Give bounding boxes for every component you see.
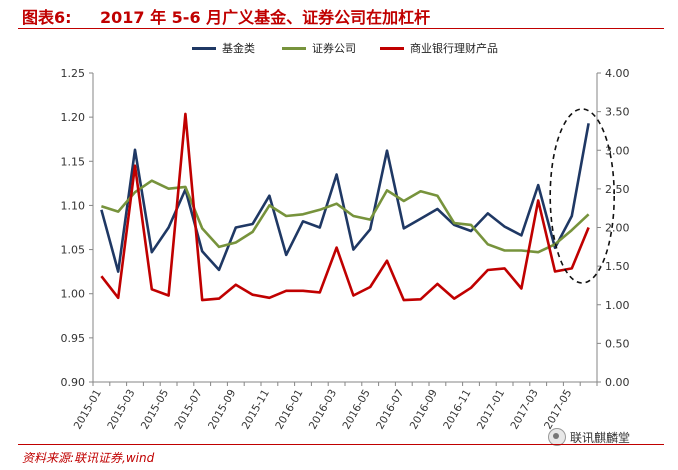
x-tick-label: 2015-03 xyxy=(105,388,137,432)
series-line-securities xyxy=(101,179,590,254)
left-tick-label: 0.95 xyxy=(61,332,86,345)
legend-label-bank: 商业银行理财产品 xyxy=(410,42,498,55)
series-line-bank xyxy=(100,112,590,302)
left-tick-label: 0.90 xyxy=(61,376,86,389)
right-tick-label: 3.00 xyxy=(605,144,630,157)
right-tick-label: 2.00 xyxy=(605,222,630,235)
right-tick-label: 1.00 xyxy=(605,299,630,312)
series-line-fund xyxy=(100,123,590,273)
right-tick-label: 4.00 xyxy=(605,67,630,80)
x-tick-label: 2017-01 xyxy=(475,387,507,431)
watermark-text: 联讯麒麟堂 xyxy=(570,430,631,445)
x-tick-label: 2017-03 xyxy=(508,388,540,432)
legend-item-securities: 证券公司 xyxy=(282,40,356,56)
legend-label-fund: 基金类 xyxy=(222,42,255,55)
legend-swatch-bank xyxy=(380,46,404,50)
title-divider xyxy=(18,28,664,29)
watermark: 联讯麒麟堂 xyxy=(548,428,630,446)
legend-swatch-securities xyxy=(282,46,306,50)
x-tick-label: 2015-11 xyxy=(240,388,272,432)
right-tick-label: 3.50 xyxy=(605,106,630,119)
left-tick-label: 1.05 xyxy=(61,244,86,257)
legend: 基金类 证券公司 商业银行理财产品 xyxy=(0,40,678,56)
x-tick-label: 2015-09 xyxy=(206,388,238,432)
x-tick-label: 2016-01 xyxy=(273,388,305,432)
x-tick-label: 2016-05 xyxy=(340,388,372,432)
highlight-ellipse xyxy=(549,108,616,284)
right-tick-label: 2.50 xyxy=(605,183,630,196)
x-tick-label: 2016-03 xyxy=(307,388,339,432)
x-tick-label: 2016-07 xyxy=(374,388,406,432)
x-tick-label: 2015-01 xyxy=(72,388,104,432)
x-tick-label: 2015-05 xyxy=(139,388,171,432)
left-tick-label: 1.25 xyxy=(61,67,86,80)
x-tick-label: 2017-05 xyxy=(542,388,574,432)
x-tick-label: 2016-11 xyxy=(441,388,473,432)
legend-swatch-fund xyxy=(192,46,216,50)
left-tick-label: 1.10 xyxy=(61,199,86,212)
left-tick-label: 1.15 xyxy=(61,155,86,168)
left-tick-label: 1.20 xyxy=(61,111,86,124)
legend-item-fund: 基金类 xyxy=(192,40,255,56)
source-divider xyxy=(18,444,664,445)
title-bar: 图表6: 2017 年 5-6 月广义基金、证券公司在加杠杆 xyxy=(0,0,678,30)
source-note: 资料来源:联讯证券,wind xyxy=(22,451,155,465)
right-tick-label: 0.00 xyxy=(605,376,630,389)
legend-label-securities: 证券公司 xyxy=(312,42,356,55)
wechat-icon xyxy=(548,428,566,446)
figure-label: 图表6: xyxy=(22,8,72,27)
right-tick-label: 1.50 xyxy=(605,260,630,273)
left-tick-label: 1.00 xyxy=(61,288,86,301)
legend-item-bank: 商业银行理财产品 xyxy=(380,40,498,56)
x-tick-label: 2016-09 xyxy=(408,388,440,432)
right-tick-label: 0.50 xyxy=(605,337,630,350)
chart-title: 2017 年 5-6 月广义基金、证券公司在加杠杆 xyxy=(100,8,431,27)
x-tick-label: 2015-07 xyxy=(172,388,204,432)
